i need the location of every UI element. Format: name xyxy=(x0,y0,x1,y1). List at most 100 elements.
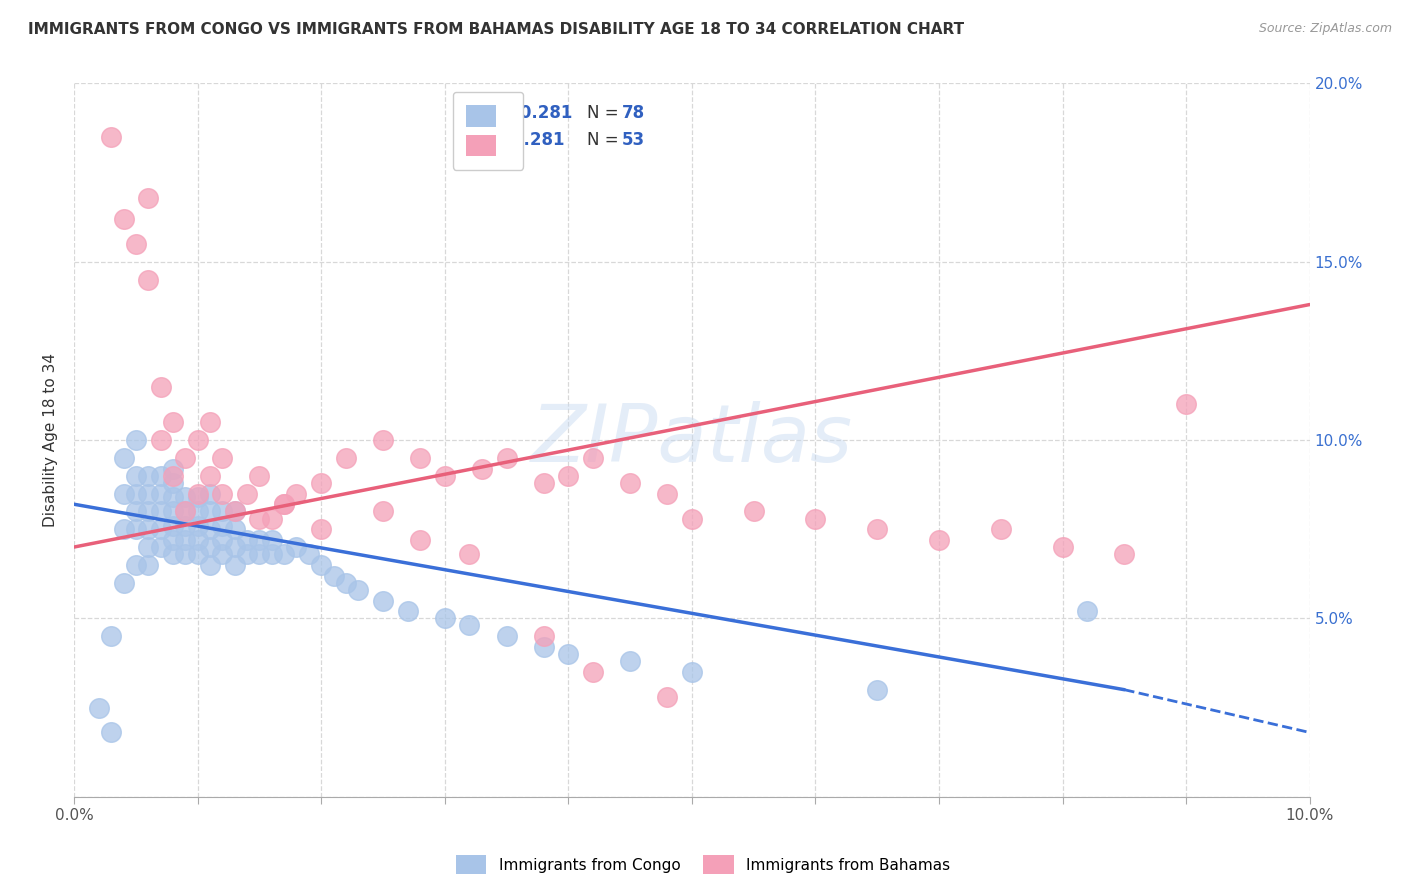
Point xyxy=(458,618,481,632)
Point xyxy=(309,522,332,536)
Point xyxy=(162,504,184,518)
Point xyxy=(198,468,221,483)
Point xyxy=(309,475,332,490)
Point xyxy=(495,450,517,465)
Point xyxy=(1052,540,1074,554)
Point xyxy=(224,522,246,536)
Point xyxy=(136,540,159,554)
Point xyxy=(1114,547,1136,561)
Point xyxy=(136,558,159,572)
Point xyxy=(149,540,172,554)
Point xyxy=(249,511,271,525)
Text: N =: N = xyxy=(586,131,624,150)
Point xyxy=(409,450,432,465)
Point xyxy=(249,468,271,483)
Point xyxy=(125,504,148,518)
Point xyxy=(495,629,517,643)
Point xyxy=(409,533,432,547)
Point xyxy=(681,511,703,525)
Point xyxy=(198,522,221,536)
Point xyxy=(100,629,122,643)
Point xyxy=(804,511,827,525)
Point xyxy=(619,654,641,668)
Text: -0.281: -0.281 xyxy=(513,104,572,122)
Point xyxy=(174,490,197,504)
Point xyxy=(335,450,357,465)
Point xyxy=(1175,397,1198,411)
Point xyxy=(866,522,889,536)
Point xyxy=(174,547,197,561)
Point xyxy=(285,486,308,500)
Point xyxy=(112,575,135,590)
Point xyxy=(224,504,246,518)
Point xyxy=(742,504,765,518)
Point xyxy=(371,433,394,447)
Point xyxy=(149,433,172,447)
Point xyxy=(260,511,283,525)
Y-axis label: Disability Age 18 to 34: Disability Age 18 to 34 xyxy=(44,353,58,527)
Point xyxy=(187,547,209,561)
Point xyxy=(149,379,172,393)
Point xyxy=(557,468,579,483)
Point xyxy=(112,211,135,226)
Point xyxy=(471,461,494,475)
Point xyxy=(125,486,148,500)
Point xyxy=(371,593,394,607)
Point xyxy=(136,504,159,518)
Point xyxy=(260,547,283,561)
Point xyxy=(136,190,159,204)
Text: R =: R = xyxy=(467,131,508,150)
Point xyxy=(149,486,172,500)
Point xyxy=(174,504,197,518)
Point xyxy=(162,461,184,475)
Point xyxy=(533,629,555,643)
Text: Source: ZipAtlas.com: Source: ZipAtlas.com xyxy=(1258,22,1392,36)
Point xyxy=(582,665,605,679)
Text: 53: 53 xyxy=(621,131,644,150)
Point xyxy=(198,540,221,554)
Point xyxy=(322,568,344,582)
Point xyxy=(582,450,605,465)
Point xyxy=(198,558,221,572)
Point xyxy=(619,475,641,490)
Point xyxy=(224,558,246,572)
Point xyxy=(87,700,110,714)
Point xyxy=(112,486,135,500)
Point xyxy=(224,540,246,554)
Point xyxy=(125,433,148,447)
Point xyxy=(112,522,135,536)
Point xyxy=(125,522,148,536)
Point xyxy=(211,547,233,561)
Legend: , : , xyxy=(453,92,523,169)
Point xyxy=(396,604,419,618)
Point xyxy=(136,468,159,483)
Point xyxy=(162,533,184,547)
Point xyxy=(187,504,209,518)
Point xyxy=(273,547,295,561)
Point xyxy=(198,504,221,518)
Point xyxy=(125,236,148,251)
Point xyxy=(136,272,159,286)
Point xyxy=(866,682,889,697)
Point xyxy=(174,450,197,465)
Text: 78: 78 xyxy=(621,104,644,122)
Point xyxy=(236,486,259,500)
Point xyxy=(309,558,332,572)
Point xyxy=(187,533,209,547)
Point xyxy=(657,690,679,704)
Point xyxy=(211,533,233,547)
Point xyxy=(211,518,233,533)
Point xyxy=(136,522,159,536)
Point xyxy=(198,486,221,500)
Point xyxy=(162,475,184,490)
Point xyxy=(458,547,481,561)
Point xyxy=(211,486,233,500)
Point xyxy=(224,504,246,518)
Point xyxy=(273,497,295,511)
Point xyxy=(285,540,308,554)
Point xyxy=(249,547,271,561)
Point xyxy=(174,533,197,547)
Point xyxy=(681,665,703,679)
Point xyxy=(100,130,122,145)
Point xyxy=(162,468,184,483)
